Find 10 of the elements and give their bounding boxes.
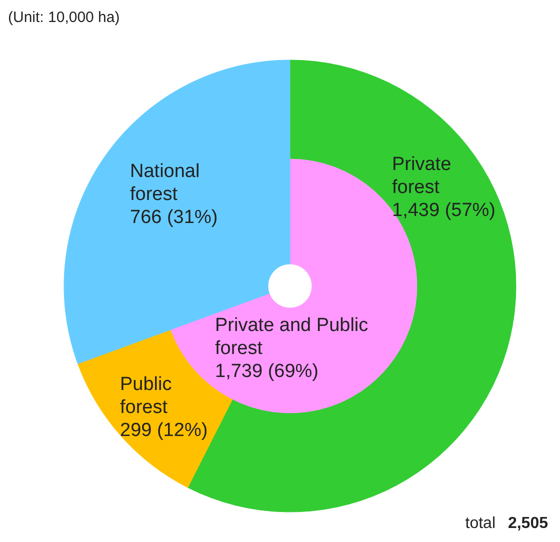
chart-title: (Unit: 10,000 ha)	[8, 9, 120, 26]
slice-label: Public forest	[120, 374, 172, 418]
slice-label: Private and Public forest	[215, 315, 368, 359]
data-label: 299 (12%)	[120, 420, 208, 441]
slice-label: Private forest	[392, 154, 452, 198]
slice-label: National forest	[130, 161, 200, 205]
data-label: 766 (31%)	[130, 207, 218, 228]
text: total 2,505	[465, 515, 548, 532]
data-label: 1,739 (69%)	[215, 361, 319, 382]
data-label: 1,439 (57%)	[392, 200, 496, 221]
